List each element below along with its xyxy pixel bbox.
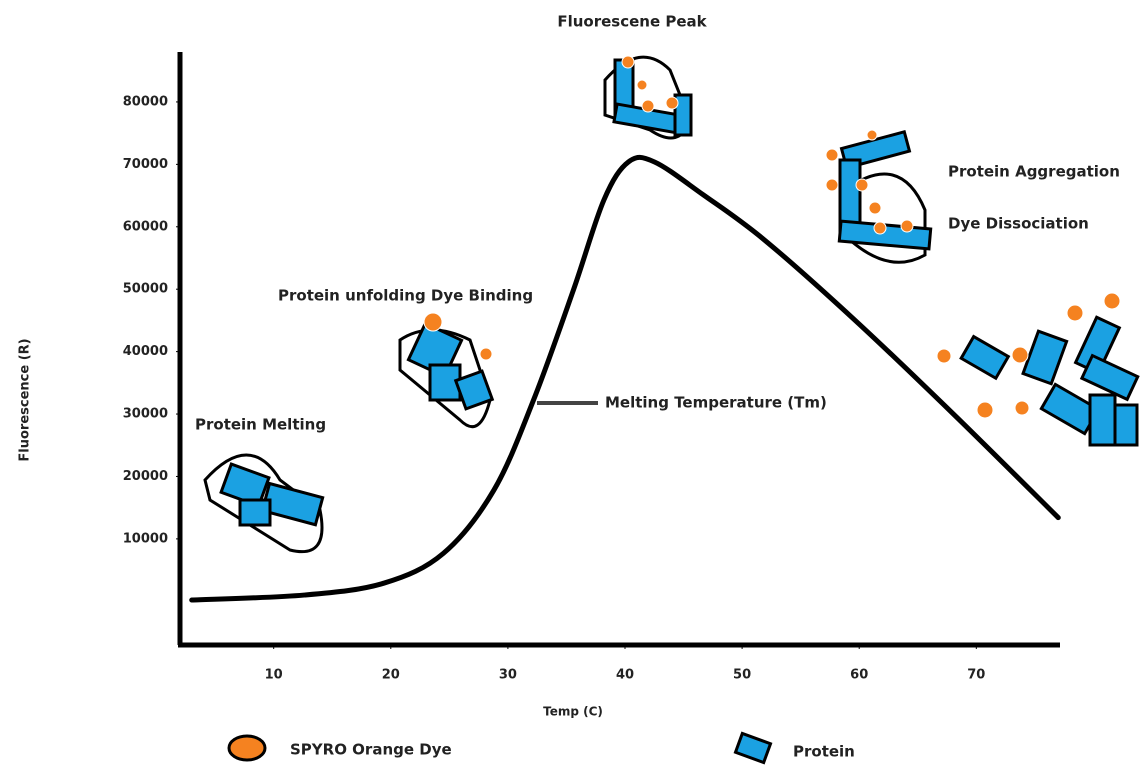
x-tick-label: 70 — [967, 668, 985, 683]
x-tick-label: 10 — [265, 668, 283, 683]
annotation: Melting Temperature (Tm) — [605, 394, 827, 412]
illustration-peak — [605, 56, 691, 138]
illustration-melting — [205, 455, 323, 552]
illustration-unfolding — [400, 313, 492, 427]
legend-swatch — [229, 736, 265, 760]
legend: SPYRO Orange Dye Protein — [229, 733, 855, 762]
legend-swatch — [735, 733, 770, 762]
y-tick-label: 80000 — [123, 94, 168, 109]
x-tick-label: 20 — [382, 668, 400, 683]
y-tick-label: 20000 — [123, 469, 168, 484]
annotation: Protein Melting — [195, 416, 326, 434]
annotation: Fluorescene Peak — [557, 13, 707, 31]
illustration-aggregation — [826, 130, 931, 262]
annotation: Protein unfolding Dye Binding — [278, 287, 533, 305]
annotation: Dye Dissociation — [948, 215, 1089, 233]
annotation: Protein Aggregation — [948, 163, 1120, 181]
x-axis-label: Temp (C) — [543, 705, 603, 719]
y-tick-label: 40000 — [123, 344, 168, 359]
y-tick-label: 70000 — [123, 157, 168, 172]
y-tick-label: 30000 — [123, 407, 168, 422]
y-tick-label: 10000 — [123, 531, 168, 546]
x-tick-label: 30 — [499, 668, 517, 683]
y-tick-label: 60000 — [123, 219, 168, 234]
y-tick-label: 50000 — [123, 282, 168, 297]
x-tick-label: 40 — [616, 668, 634, 683]
x-tick-label: 60 — [850, 668, 868, 683]
legend-label: SPYRO Orange Dye — [290, 741, 452, 759]
x-tick-label: 50 — [733, 668, 751, 683]
y-axis-label: Fluorescence (R) — [18, 338, 33, 461]
legend-label: Protein — [793, 743, 855, 761]
chart: Fluorescence (R) Temp (C) Fluorescene Pe… — [0, 0, 1145, 772]
illustration-dissociation — [937, 293, 1138, 445]
